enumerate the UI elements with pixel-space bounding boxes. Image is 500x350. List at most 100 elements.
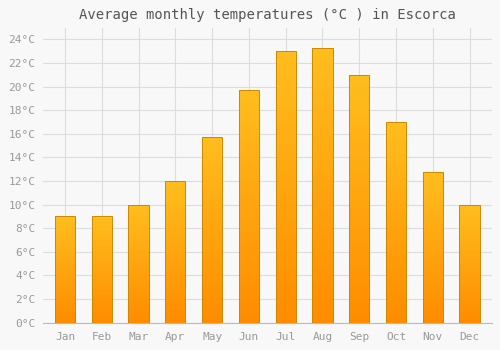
Bar [239,176,259,178]
Bar [349,90,370,92]
Bar [349,253,370,256]
Bar [128,222,148,224]
Bar [128,279,148,280]
Bar [239,306,259,309]
Bar [239,150,259,153]
Bar [92,262,112,263]
Bar [166,301,186,303]
Bar [460,271,479,272]
Bar [202,186,222,187]
Bar [386,218,406,220]
Bar [128,306,148,307]
Bar [166,253,186,255]
Bar [460,206,479,207]
Bar [55,221,75,222]
Bar [349,107,370,110]
Bar [128,282,148,284]
Bar [349,147,370,149]
Bar [202,138,222,323]
Bar [166,197,186,198]
Bar [92,298,112,299]
Bar [422,256,443,258]
Bar [239,279,259,281]
Bar [276,184,296,187]
Bar [349,154,370,157]
Bar [422,271,443,273]
Bar [349,275,370,278]
Bar [422,223,443,224]
Bar [422,202,443,203]
Bar [422,205,443,206]
Bar [92,272,112,273]
Bar [55,252,75,253]
Bar [386,142,406,144]
Bar [386,214,406,216]
Bar [55,242,75,243]
Bar [276,73,296,76]
Bar [92,261,112,262]
Bar [202,319,222,321]
Bar [239,230,259,232]
Bar [239,276,259,279]
Bar [312,243,332,246]
Bar [239,309,259,311]
Bar [460,257,479,258]
Bar [239,139,259,141]
Bar [386,293,406,295]
Bar [55,322,75,323]
Bar [202,167,222,169]
Bar [239,111,259,113]
Bar [312,144,332,147]
Bar [386,156,406,158]
Bar [276,125,296,127]
Bar [239,183,259,186]
Bar [460,250,479,251]
Bar [128,209,148,211]
Bar [386,282,406,285]
Bar [166,231,186,232]
Bar [349,231,370,233]
Bar [460,252,479,253]
Bar [276,252,296,255]
Bar [386,146,406,148]
Bar [276,238,296,241]
Bar [202,232,222,234]
Bar [166,233,186,235]
Bar [422,203,443,205]
Bar [128,319,148,320]
Bar [422,295,443,297]
Bar [276,54,296,57]
Bar [460,259,479,260]
Bar [239,199,259,202]
Bar [349,130,370,132]
Bar [166,202,186,204]
Bar [460,306,479,307]
Bar [239,137,259,139]
Bar [166,205,186,206]
Bar [239,206,259,209]
Bar [55,272,75,273]
Bar [349,169,370,171]
Bar [166,277,186,279]
Bar [202,254,222,256]
Bar [166,214,186,215]
Bar [422,301,443,303]
Bar [239,318,259,320]
Bar [92,273,112,274]
Bar [92,288,112,289]
Bar [312,172,332,174]
Bar [239,304,259,306]
Bar [276,51,296,54]
Bar [239,209,259,211]
Bar [460,254,479,256]
Bar [312,262,332,265]
Bar [166,238,186,239]
Bar [128,320,148,321]
Bar [166,187,186,188]
Bar [239,225,259,228]
Bar [239,283,259,286]
Bar [312,248,332,251]
Bar [460,313,479,314]
Bar [349,268,370,271]
Bar [202,165,222,167]
